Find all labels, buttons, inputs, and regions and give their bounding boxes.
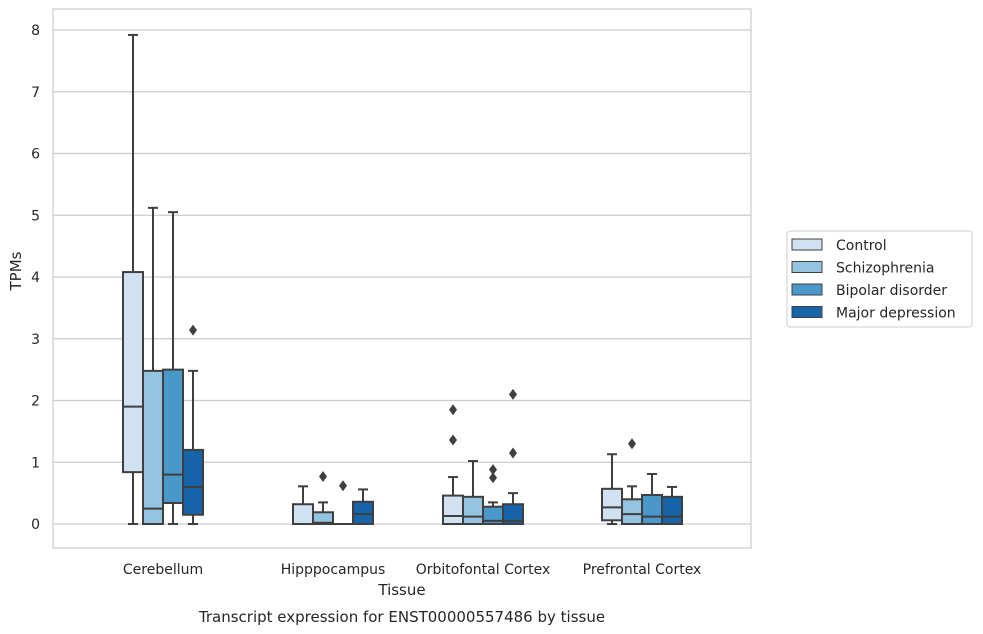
legend-swatch (791, 261, 823, 273)
box-schizophrenia (462, 460, 484, 525)
y-tick-label: 8 (31, 23, 40, 39)
box-body (162, 368, 184, 505)
x-tick-labels: Cerebellum Hipppocampus Orbitofontal Corte… (123, 562, 701, 578)
x-tick-label: Cerebellum (123, 562, 203, 578)
y-axis-label: TPMs (7, 251, 25, 291)
x-tick-label: Hipppocampus (281, 562, 386, 578)
chart-caption: Transcript expression for ENST0000055748… (198, 608, 605, 626)
legend-label: Schizophrenia (836, 261, 934, 277)
x-tick-label: Orbitofontal Cortex (416, 562, 551, 578)
legend-swatch (791, 283, 823, 296)
box-body (621, 498, 643, 525)
box-major-depression (502, 388, 524, 525)
x-tick-label: Prefrontal Cortex (583, 562, 702, 578)
box-body (182, 448, 204, 516)
box-control (601, 453, 623, 525)
box-schizophrenia (142, 206, 164, 525)
box-body (292, 503, 314, 525)
legend-label: Control (836, 238, 887, 254)
box-body (661, 495, 683, 525)
box-bipolar-disorder (482, 464, 504, 525)
outlier-point (489, 464, 497, 476)
box-schizophrenia (621, 438, 643, 525)
y-tick-label: 6 (31, 147, 40, 163)
boxes (122, 33, 683, 526)
box-body (462, 495, 484, 525)
box-body (502, 503, 524, 525)
box-control (442, 404, 464, 526)
box-major-depression (182, 324, 204, 525)
outlier-point (509, 388, 517, 400)
box-control (292, 485, 314, 525)
box-control (122, 33, 144, 525)
outlier-point (489, 472, 497, 484)
outlier-point (449, 404, 457, 416)
outlier-point (339, 480, 347, 492)
legend-swatch (791, 238, 823, 251)
y-tick-label: 2 (31, 394, 40, 410)
legend-frame (786, 230, 973, 328)
box-body (442, 494, 464, 526)
box-body (601, 487, 623, 522)
y-tick-label: 4 (31, 270, 40, 286)
box-body (122, 271, 144, 474)
y-tick-label: 3 (31, 332, 40, 348)
box-body (352, 500, 374, 525)
box-body (142, 369, 164, 525)
outlier-point (509, 447, 517, 459)
y-tick-label: 5 (31, 208, 40, 224)
plot-frame (52, 8, 752, 549)
legend-swatch (791, 306, 823, 318)
outlier-point (449, 434, 457, 446)
box-bipolar-disorder (641, 472, 663, 526)
y-tick-label: 7 (31, 85, 40, 101)
y-tick-labels: 0 1 2 3 4 5 6 7 8 (31, 23, 40, 533)
outlier-point (189, 324, 197, 336)
legend: Control Schizophrenia Bipolar disorder Majo… (786, 230, 973, 328)
box-body (312, 511, 334, 526)
box-major-depression (661, 485, 683, 525)
outlier-point (628, 438, 636, 450)
legend-label: Bipolar disorder (836, 283, 947, 299)
box-major-depression (352, 488, 374, 525)
box-bipolar-disorder (162, 211, 184, 525)
legend-label: Major depression (836, 306, 956, 322)
outlier-point (319, 470, 327, 482)
box-schizophrenia (312, 470, 334, 526)
y-tick-label: 1 (31, 455, 40, 471)
y-tick-label: 0 (31, 517, 40, 533)
box-body (641, 493, 663, 526)
x-axis-label: Tissue (377, 581, 425, 599)
box-bipolar-disorder (332, 480, 354, 526)
